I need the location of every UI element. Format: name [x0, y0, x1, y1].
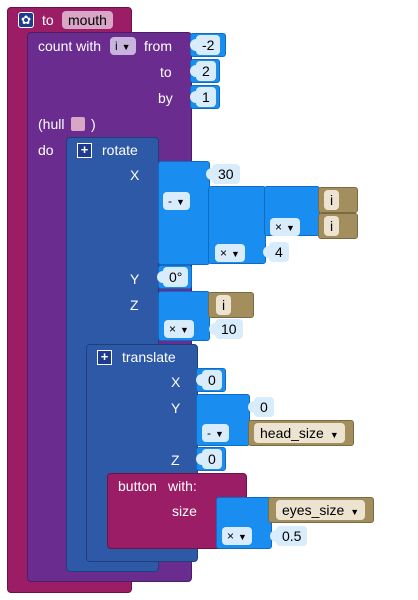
rotate-x-label: X [130, 167, 140, 183]
rotate-y-value-input[interactable]: 0° [156, 267, 189, 287]
rotate-x-minus-op: - [168, 194, 172, 208]
loop-variable-name: i [115, 39, 118, 53]
translate-z-value-input[interactable]: 0 [196, 449, 222, 469]
chevron-down-icon: ▼ [215, 429, 224, 439]
var-i-2[interactable]: i [324, 216, 340, 236]
chevron-down-icon: ▼ [176, 197, 185, 207]
rotate-x-minus-dropdown[interactable]: - ▼ [163, 192, 190, 210]
rotate-z-label: Z [130, 297, 139, 313]
rotate-x-times-op-2: × [220, 246, 228, 260]
ten-value-input[interactable]: 10 [209, 319, 243, 339]
half-value-input[interactable]: 0.5 [269, 526, 308, 546]
size-times-dropdown[interactable]: × ▼ [222, 527, 252, 545]
to-value-input[interactable]: 2 [190, 61, 216, 81]
button-size-label: size [172, 503, 197, 519]
var-i-3[interactable]: i [216, 295, 232, 315]
chevron-down-icon: ▼ [286, 223, 295, 233]
translate-y-minus-op: - [207, 426, 211, 440]
translate-x-value-input[interactable]: 0 [196, 370, 222, 390]
translate-z-label: Z [171, 452, 180, 468]
head-size-var[interactable]: head_size ▼ [254, 423, 345, 443]
rotate-x-times-dropdown-2[interactable]: × ▼ [215, 244, 245, 262]
plus-icon[interactable]: + [77, 143, 92, 158]
size-times-op: × [227, 529, 235, 543]
button-call-label: button [118, 478, 157, 494]
chevron-down-icon: ▼ [121, 42, 131, 52]
procedure-name-field[interactable]: mouth [62, 11, 113, 29]
to-label: to [160, 64, 172, 80]
rotate-label: rotate [102, 142, 138, 158]
rotate-x-value-input[interactable]: 30 [206, 164, 240, 184]
translate-y-label: Y [171, 400, 181, 416]
button-with-label: with: [168, 478, 197, 494]
rotate-x-times-op-1: × [275, 220, 283, 234]
chevron-down-icon: ▼ [231, 249, 240, 259]
translate-y-minus-dropdown[interactable]: - ▼ [202, 424, 229, 442]
rotate-x-outer-math[interactable] [158, 161, 210, 265]
from-label: from [144, 38, 172, 54]
chevron-down-icon: ▼ [238, 532, 247, 542]
var-i-1[interactable]: i [324, 190, 340, 210]
rotate-y-label: Y [130, 271, 140, 287]
eyes-size-var-name: eyes_size [282, 502, 345, 518]
by-label: by [158, 90, 173, 106]
eyes-size-var[interactable]: eyes_size ▼ [276, 500, 366, 520]
rotate-z-times-op: × [169, 322, 177, 336]
chevron-down-icon: ▼ [350, 507, 360, 517]
translate-x-label: X [171, 374, 181, 390]
loop-variable-dropdown[interactable]: i ▼ [110, 37, 136, 55]
translate-label: translate [122, 349, 176, 365]
from-value-input[interactable]: -2 [189, 35, 221, 55]
translate-y-value-input[interactable]: 0 [248, 397, 274, 417]
hull-checkbox[interactable] [71, 117, 85, 131]
head-size-var-name: head_size [260, 425, 324, 441]
count-with-label: count with [38, 38, 102, 54]
four-value-input[interactable]: 4 [263, 242, 289, 262]
chevron-down-icon: ▼ [329, 430, 339, 440]
do-label: do [38, 142, 54, 158]
rotate-z-times-dropdown[interactable]: × ▼ [164, 320, 194, 338]
rotate-x-times-dropdown-1[interactable]: × ▼ [270, 218, 300, 236]
gear-icon[interactable]: ✿ [18, 12, 34, 28]
plus-icon[interactable]: + [97, 350, 112, 365]
hull-close-label: ) [91, 116, 96, 132]
chevron-down-icon: ▼ [180, 325, 189, 335]
procedure-to-label: to [42, 12, 54, 28]
hull-open-label: (hull [38, 116, 65, 132]
by-value-input[interactable]: 1 [190, 87, 216, 107]
